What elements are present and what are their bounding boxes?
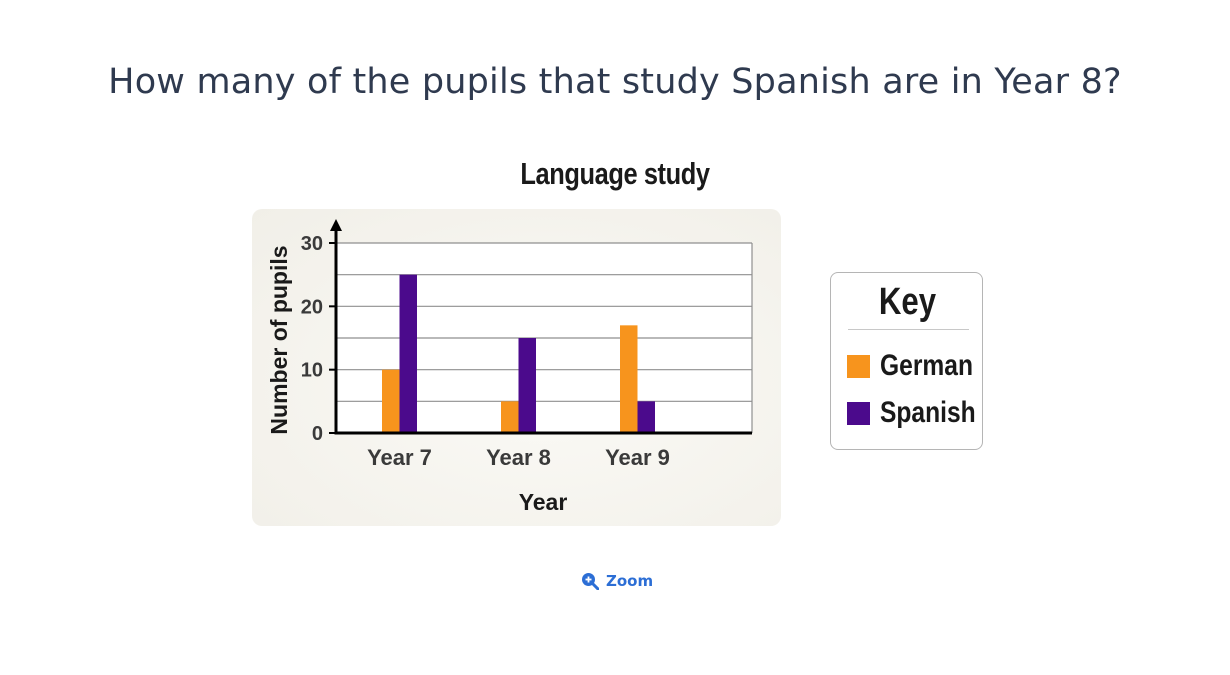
legend-label-german: German: [880, 349, 973, 382]
legend-item-spanish: Spanish: [847, 396, 997, 430]
legend-swatch-german: [847, 354, 870, 378]
y-tick-label: 10: [301, 360, 323, 382]
bar-german-year-8: [501, 401, 519, 433]
y-tick-label: 30: [301, 233, 323, 255]
y-axis-title: Number of pupils: [266, 245, 292, 434]
legend-divider: [848, 329, 969, 330]
tick-labels: 0 10 20 30: [301, 233, 323, 445]
zoom-button[interactable]: Zoom: [581, 570, 653, 592]
category-label: Year 8: [486, 445, 551, 470]
y-tick-label: 0: [312, 423, 323, 445]
legend-swatch-spanish: [847, 401, 870, 425]
category-label: Year 7: [367, 445, 432, 470]
zoom-in-icon: [582, 573, 599, 590]
axes: [329, 219, 752, 435]
bar-spanish-year-9: [637, 401, 655, 433]
legend-label-spanish: Spanish: [880, 396, 976, 429]
category-labels: Year 7 Year 8 Year 9: [367, 445, 670, 470]
chart-title: Language study: [520, 156, 710, 191]
x-axis-title: Year: [519, 489, 568, 515]
zoom-label: Zoom: [606, 572, 654, 590]
question-text: How many of the pupils that study Spanis…: [108, 62, 1122, 102]
bar-german-year-9: [620, 325, 638, 433]
legend: Key German Spanish: [830, 272, 983, 450]
legend-title: Key: [878, 281, 937, 323]
y-tick-label: 20: [301, 296, 323, 318]
category-label: Year 9: [605, 445, 670, 470]
bar-german-year-7: [382, 369, 400, 433]
bar-chart: 0 10 20 30 Year 7 Year 8 Year 9 Year Number o…: [266, 219, 753, 515]
bar-spanish-year-7: [399, 274, 417, 433]
bars: [382, 274, 655, 433]
bar-spanish-year-8: [518, 338, 536, 433]
legend-item-german: German: [847, 349, 993, 383]
y-axis-arrow-icon: [330, 219, 342, 231]
